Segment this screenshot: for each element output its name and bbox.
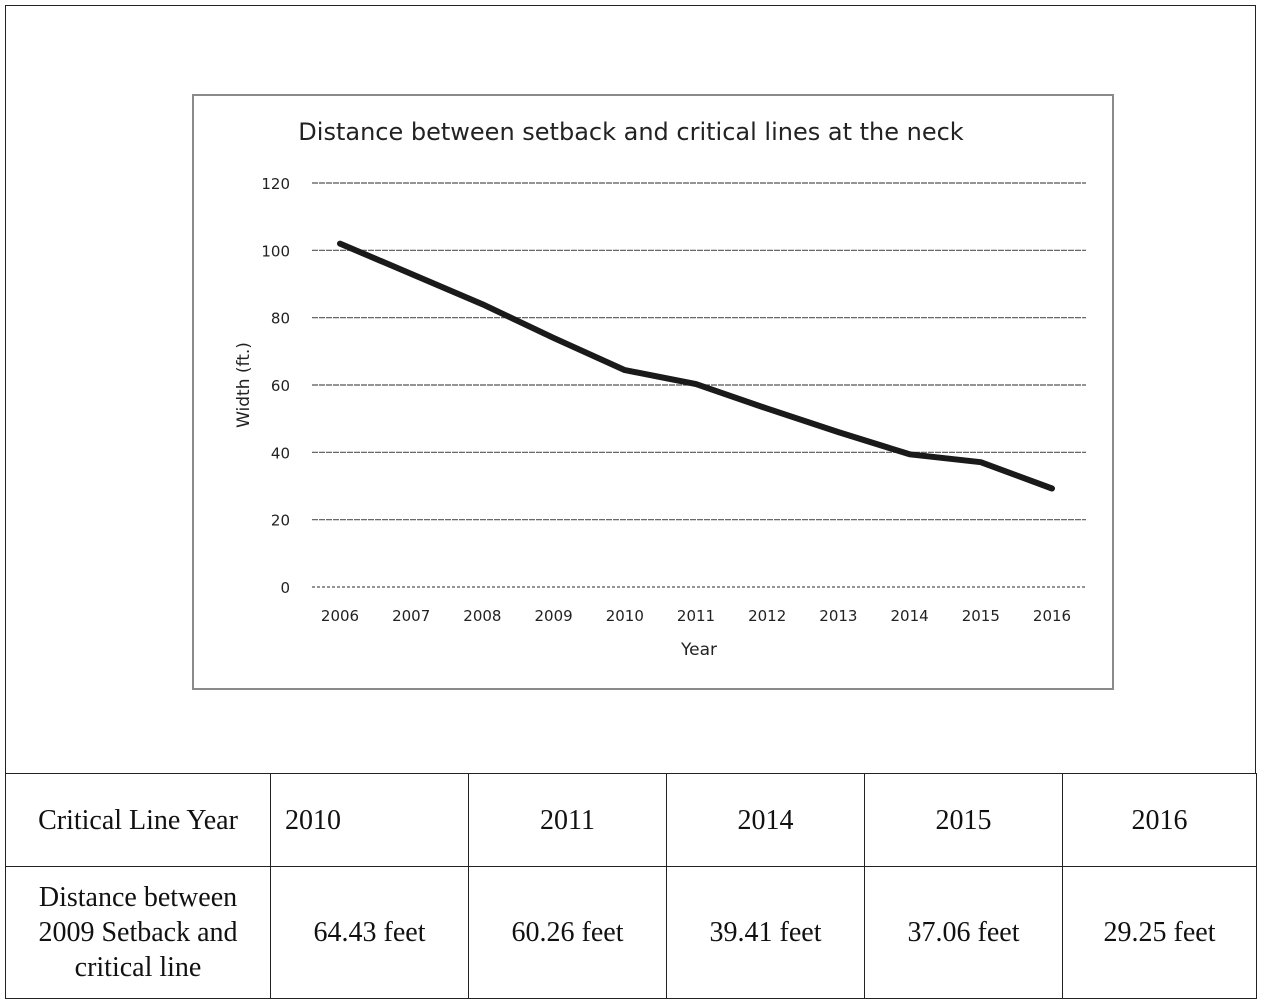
x-tick-label: 2009 bbox=[535, 607, 573, 625]
y-tick-label: 100 bbox=[261, 242, 290, 260]
data-point bbox=[693, 381, 699, 387]
y-axis-label: Width (ft.) bbox=[234, 342, 254, 428]
distance-cell: 29.25 feet bbox=[1062, 866, 1257, 999]
x-tick-label: 2006 bbox=[321, 607, 359, 625]
y-tick-label: 40 bbox=[271, 444, 290, 462]
table-row: Critical Line Year 2010 2011 2014 2015 2… bbox=[5, 773, 1257, 867]
data-point bbox=[907, 451, 913, 457]
x-tick-label: 2014 bbox=[891, 607, 929, 625]
y-tick-label: 120 bbox=[261, 175, 290, 193]
x-tick-label: 2010 bbox=[606, 607, 644, 625]
year-cell: 2010 bbox=[270, 773, 469, 867]
chart-area bbox=[192, 94, 1114, 690]
data-point bbox=[764, 406, 770, 412]
data-point bbox=[337, 241, 343, 247]
y-tick-label: 20 bbox=[271, 512, 290, 530]
header-label-cell: Critical Line Year bbox=[5, 773, 271, 867]
y-tick-label: 0 bbox=[280, 579, 290, 597]
x-axis-label: Year bbox=[680, 640, 717, 660]
x-tick-label: 2012 bbox=[748, 607, 786, 625]
distance-cell: 60.26 feet bbox=[468, 866, 667, 999]
data-point bbox=[978, 459, 984, 465]
figure-frame bbox=[5, 5, 1256, 774]
y-tick-label: 80 bbox=[271, 310, 290, 328]
year-cell: 2015 bbox=[864, 773, 1063, 867]
distance-cell: 39.41 feet bbox=[666, 866, 865, 999]
x-tick-label: 2013 bbox=[819, 607, 857, 625]
data-point bbox=[1049, 486, 1055, 492]
y-tick-label: 60 bbox=[271, 377, 290, 395]
data-point bbox=[622, 367, 628, 373]
distance-table: Critical Line Year 2010 2011 2014 2015 2… bbox=[5, 773, 1257, 999]
x-tick-label: 2008 bbox=[463, 607, 501, 625]
row-label-cell: Distance between 2009 Setback and critic… bbox=[5, 866, 271, 999]
distance-cell: 37.06 feet bbox=[864, 866, 1063, 999]
year-cell: 2016 bbox=[1062, 773, 1257, 867]
data-point bbox=[551, 335, 557, 341]
data-point bbox=[479, 301, 485, 307]
year-cell: 2011 bbox=[468, 773, 667, 867]
table-row: Distance between 2009 Setback and critic… bbox=[5, 866, 1257, 999]
x-tick-label: 2016 bbox=[1033, 607, 1071, 625]
data-point bbox=[408, 271, 414, 277]
x-tick-label: 2015 bbox=[962, 607, 1000, 625]
year-cell: 2014 bbox=[666, 773, 865, 867]
line-chart: 0 20 40 60 80 100 120 2006 2007 2008 2009 2010 2011 2… bbox=[234, 175, 1086, 660]
data-point bbox=[835, 429, 841, 435]
chart-title: Distance between setback and critical li… bbox=[298, 118, 964, 146]
x-tick-label: 2007 bbox=[392, 607, 430, 625]
x-tick-label: 2011 bbox=[677, 607, 715, 625]
distance-cell: 64.43 feet bbox=[270, 866, 469, 999]
